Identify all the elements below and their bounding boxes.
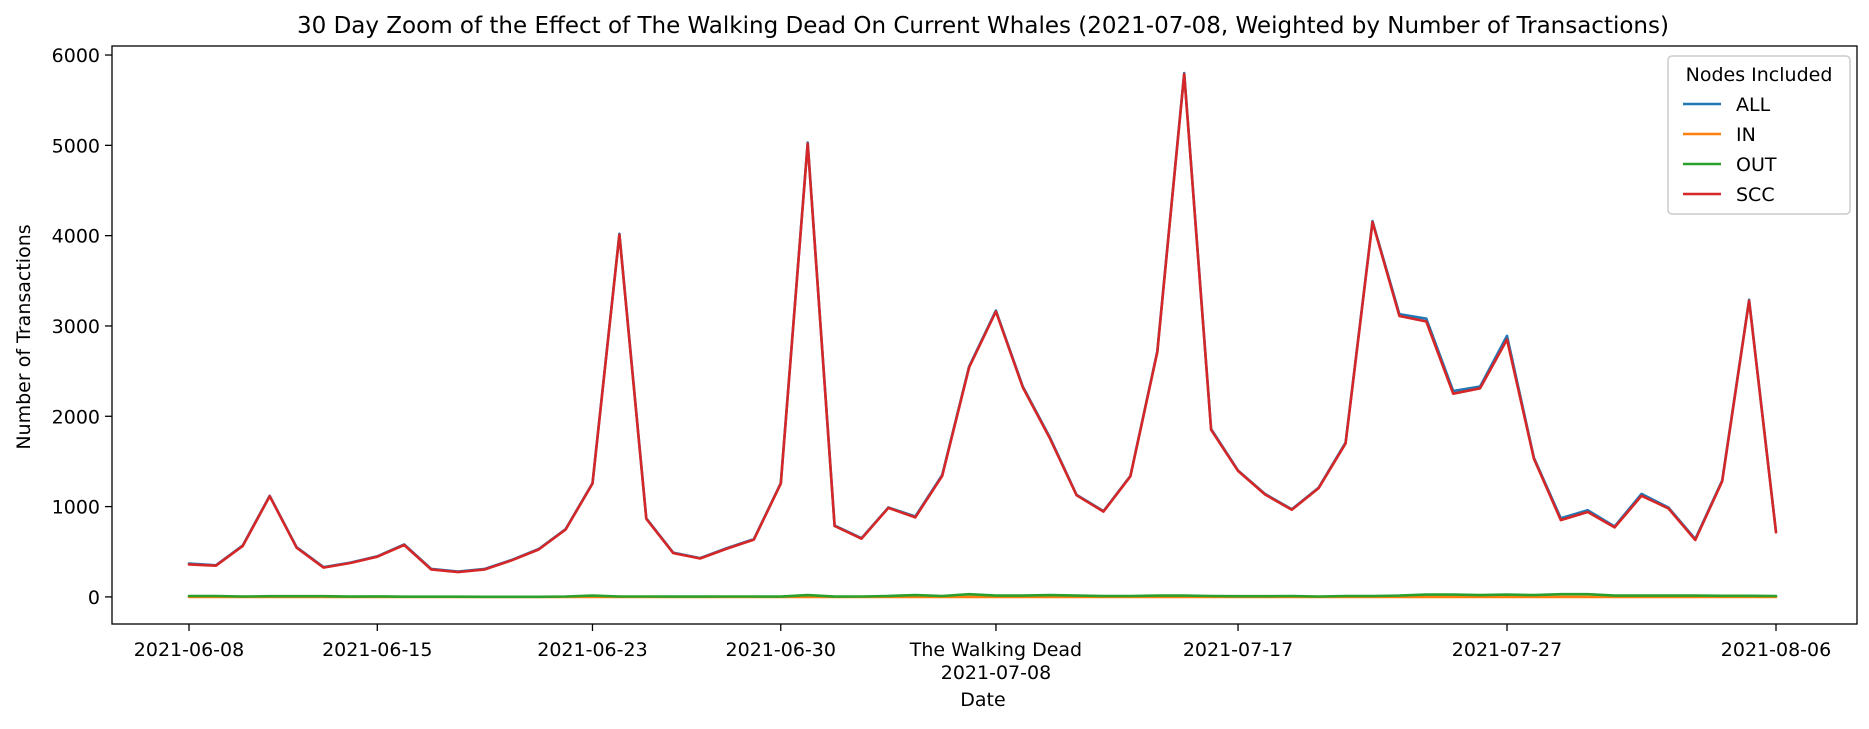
chart-title: 30 Day Zoom of the Effect of The Walking…: [297, 13, 1669, 39]
series-line-scc: [187, 72, 1778, 574]
x-tick-label: 2021-07-27: [1452, 639, 1562, 661]
x-tick-label: 2021-08-06: [1721, 639, 1831, 661]
legend-title: Nodes Included: [1686, 64, 1833, 86]
legend-label-all: ALL: [1736, 94, 1771, 116]
y-tick-label: 0: [88, 587, 100, 609]
x-tick-label: 2021-06-15: [322, 639, 432, 661]
series-line-out: [187, 592, 1778, 599]
y-tick-label: 2000: [52, 406, 100, 428]
y-tick-label: 3000: [52, 316, 100, 338]
x-tick-label: 2021-07-08: [941, 662, 1051, 684]
y-tick-label: 1000: [52, 497, 100, 519]
legend-label-scc: SCC: [1736, 184, 1775, 206]
x-tick-label: 2021-06-23: [537, 639, 647, 661]
series-layer: [187, 71, 1778, 599]
x-tick-label: 2021-06-30: [726, 639, 836, 661]
x-axis-title: Date: [960, 689, 1005, 711]
y-axis-title: Number of Transactions: [13, 224, 35, 449]
legend-label-out: OUT: [1736, 154, 1777, 176]
x-axis-ticks: 2021-06-08 2021-06-15 2021-06-23 2021-06-30…: [134, 624, 1831, 684]
legend-label-in: IN: [1736, 124, 1756, 146]
y-axis-ticks: 0 1000 2000 3000 4000 5000 6000: [52, 45, 112, 609]
plot-frame: [111, 45, 1858, 625]
plot-area: [111, 45, 1858, 625]
legend-items: ALL IN OUT SCC: [1683, 94, 1777, 206]
x-tick-label: The Walking Dead: [909, 639, 1082, 661]
y-tick-label: 5000: [52, 135, 100, 157]
y-tick-label: 6000: [52, 45, 100, 67]
series-line-all: [187, 71, 1778, 573]
x-tick-label: 2021-06-08: [134, 639, 244, 661]
legend-frame: [1667, 55, 1851, 215]
legend: Nodes Included ALL IN OUT SCC: [1667, 55, 1851, 215]
y-tick-label: 4000: [52, 226, 100, 248]
x-tick-label: 2021-07-17: [1183, 639, 1293, 661]
